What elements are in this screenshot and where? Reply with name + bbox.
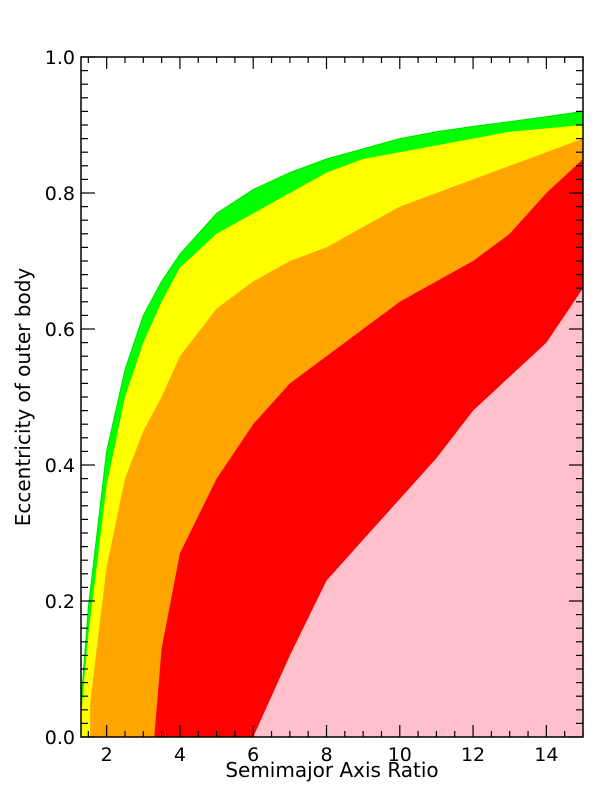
- y-tick-label: 0.2: [45, 591, 75, 613]
- x-tick-label: 4: [174, 744, 186, 766]
- x-tick-label: 14: [534, 744, 558, 766]
- x-tick-label: 6: [247, 744, 259, 766]
- x-tick-label: 2: [101, 744, 113, 766]
- x-tick-label: 8: [320, 744, 332, 766]
- x-tick-label: 12: [461, 744, 485, 766]
- y-tick-label: 0.0: [45, 727, 75, 749]
- y-tick-label: 0.8: [45, 183, 75, 205]
- x-axis-label: Semimajor Axis Ratio: [225, 758, 438, 782]
- region-pink: [253, 288, 583, 737]
- x-tick-label: 10: [388, 744, 412, 766]
- y-tick-label: 0.6: [45, 319, 75, 341]
- stability-boundary-curve: [81, 110, 583, 704]
- y-tick-label: 1.0: [45, 47, 75, 69]
- y-tick-label: 0.4: [45, 455, 75, 477]
- y-axis-label: Eccentricity of outer body: [11, 268, 35, 527]
- axes: 2 4 6 8 10 12 14 0.0 0.2 0.4 0.6 0.8 1.0: [45, 47, 584, 766]
- contour-regions: [81, 110, 583, 737]
